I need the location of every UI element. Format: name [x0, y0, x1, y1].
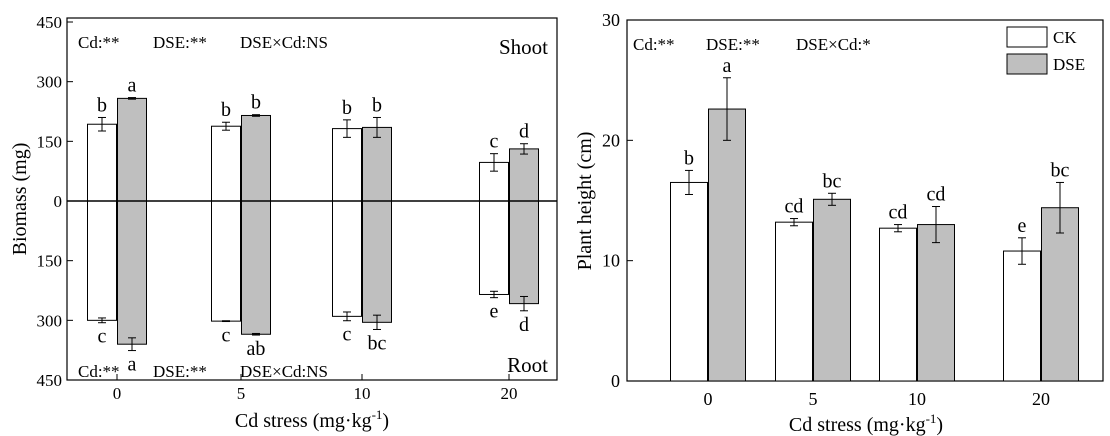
- height-plot-frame: [626, 19, 1104, 382]
- biomass-chart: Cd:** DSE:** DSE×Cd:NS Shoot Cd:** DSE:*…: [9, 13, 558, 432]
- significance-letter: c: [343, 324, 352, 346]
- y-tick-label: 300: [37, 311, 63, 330]
- x-tick-label: 20: [501, 384, 518, 403]
- y-tick-label: 10: [602, 251, 620, 271]
- biomass-stats-top-dse: DSE:**: [153, 33, 207, 52]
- legend-swatch-dse: [1006, 53, 1048, 75]
- root-bar: [332, 200, 362, 317]
- biomass-y-axis-title: Biomass (mg): [9, 143, 31, 256]
- y-tick-label: 450: [37, 13, 63, 32]
- significance-letter: b: [221, 99, 231, 121]
- legend-label-dse: DSE: [1053, 55, 1085, 74]
- significance-letter: b: [684, 147, 694, 169]
- shoot-bar: [241, 114, 271, 202]
- height-bar: [708, 108, 746, 382]
- y-tick-label: 300: [37, 73, 63, 92]
- root-bar: [211, 200, 241, 322]
- significance-letter: d: [519, 121, 529, 143]
- y-tick-label: 0: [54, 192, 63, 211]
- y-tick-label: 30: [602, 10, 620, 30]
- significance-letter: bc: [1051, 159, 1070, 181]
- y-tick-label: 20: [602, 130, 620, 150]
- x-tick-label: 0: [704, 389, 713, 409]
- height-x-axis-title-main: Cd stress (mg·kg: [789, 414, 926, 436]
- height-bar: [879, 227, 917, 382]
- significance-letter: b: [97, 94, 107, 116]
- significance-letter: e: [1018, 215, 1027, 237]
- height-stats-dse: DSE:**: [706, 35, 760, 54]
- height-legend: CK DSE: [1006, 26, 1085, 75]
- significance-letter: a: [128, 75, 137, 97]
- biomass-x-axis-title-main: Cd stress (mg·kg: [235, 410, 372, 432]
- x-tick-label: 10: [354, 384, 371, 403]
- significance-letter: d: [519, 314, 529, 336]
- root-bar: [241, 200, 271, 335]
- plant-height-chart: Cd:** DSE:** DSE×Cd:* CK DSE Plant heigh…: [574, 10, 1104, 436]
- significance-letter: ab: [247, 338, 266, 360]
- significance-letter: b: [251, 92, 261, 114]
- significance-letter: bc: [368, 332, 387, 354]
- root-bar: [87, 200, 117, 321]
- significance-letter: cd: [889, 202, 908, 224]
- significance-letter: c: [490, 131, 499, 153]
- shoot-bar: [87, 123, 117, 202]
- height-bar: [670, 181, 708, 382]
- biomass-plot-frame: [66, 17, 558, 381]
- significance-letter: e: [490, 301, 499, 323]
- biomass-panel-label-root: Root: [507, 353, 548, 377]
- height-x-axis-title-close: ): [936, 414, 943, 436]
- shoot-bar: [509, 148, 539, 202]
- biomass-x-axis-title-sup: -1: [372, 407, 383, 422]
- significance-letter: b: [372, 94, 382, 116]
- significance-letter: a: [128, 354, 137, 376]
- biomass-stats-top-interaction: DSE×Cd:NS: [240, 33, 328, 52]
- root-bar: [362, 200, 392, 323]
- legend-swatch-ck: [1006, 26, 1048, 48]
- root-bar: [479, 200, 509, 295]
- significance-letter: cd: [785, 196, 804, 218]
- significance-letter: b: [342, 97, 352, 119]
- shoot-bar: [362, 126, 392, 202]
- x-tick-label: 5: [809, 389, 818, 409]
- y-tick-label: 150: [37, 252, 63, 271]
- root-bar: [509, 200, 539, 305]
- shoot-bar: [211, 125, 241, 202]
- shoot-bar: [332, 128, 362, 202]
- significance-letter: cd: [927, 184, 946, 206]
- shoot-bar: [479, 161, 509, 202]
- biomass-x-axis-title: Cd stress (mg·kg-1): [235, 407, 389, 432]
- root-bar: [117, 200, 147, 345]
- y-tick-label: 150: [37, 132, 63, 151]
- biomass-panel-label-shoot: Shoot: [499, 35, 548, 59]
- height-bar: [917, 224, 955, 382]
- height-y-axis-title: Plant height (cm): [574, 132, 596, 271]
- height-bar: [813, 198, 851, 382]
- y-tick-label: 0: [611, 371, 620, 391]
- biomass-stats-bottom-dse: DSE:**: [153, 362, 207, 381]
- biomass-stats-bottom-cd: Cd:**: [78, 362, 120, 381]
- biomass-stats-bottom-interaction: DSE×Cd:NS: [240, 362, 328, 381]
- height-stats-cd: Cd:**: [633, 35, 675, 54]
- height-stats-interaction: DSE×Cd:*: [796, 35, 871, 54]
- significance-letter: bc: [823, 170, 842, 192]
- x-tick-label: 10: [908, 389, 926, 409]
- shoot-bar: [117, 97, 147, 202]
- x-tick-label: 0: [113, 384, 122, 403]
- y-tick-label: 450: [37, 371, 63, 390]
- legend-label-ck: CK: [1053, 28, 1077, 47]
- x-tick-label: 20: [1032, 389, 1050, 409]
- biomass-stats-top-cd: Cd:**: [78, 33, 120, 52]
- significance-letter: c: [222, 325, 231, 347]
- height-bar: [1041, 207, 1079, 382]
- height-x-axis-title: Cd stress (mg·kg-1): [789, 411, 943, 436]
- height-bar: [1003, 250, 1041, 382]
- significance-letter: c: [98, 326, 107, 348]
- significance-letter: a: [723, 55, 732, 77]
- biomass-x-axis-title-close: ): [382, 410, 389, 432]
- x-tick-label: 5: [237, 384, 246, 403]
- height-bar: [775, 221, 813, 382]
- height-x-axis-title-sup: -1: [926, 411, 937, 426]
